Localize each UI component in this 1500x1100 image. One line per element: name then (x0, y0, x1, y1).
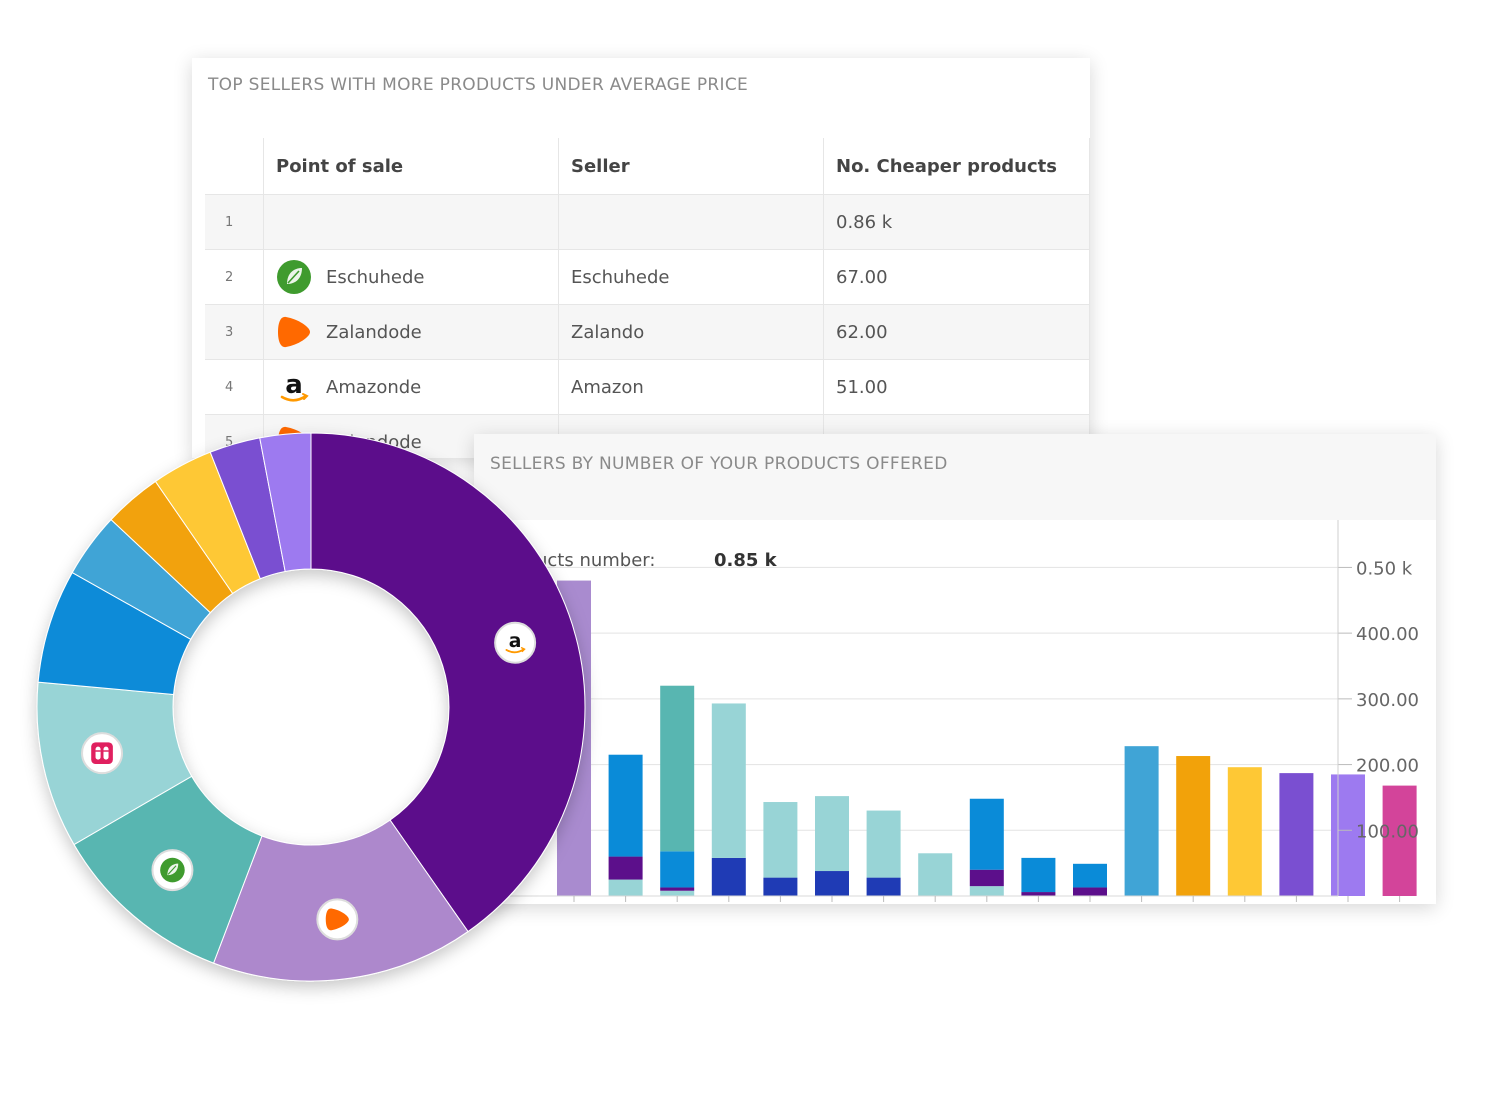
bar-segment[interactable] (763, 877, 798, 896)
bar-segment[interactable] (763, 802, 798, 878)
amazon-icon: a (494, 621, 537, 664)
y-tick-label: 200.00 (1356, 756, 1419, 777)
bar-segment[interactable] (660, 887, 695, 891)
zalando-icon (276, 314, 312, 350)
row-index: 2 (205, 249, 264, 305)
table-row[interactable]: 2 Eschuhede Eschuhede 67.00 (205, 249, 1090, 305)
point-of-sale-cell: a Amazonde (263, 359, 559, 415)
sandals-icon (81, 732, 124, 775)
y-tick-label: 0.50 k (1356, 558, 1413, 579)
bar-segment[interactable] (711, 857, 746, 896)
seller-column-header[interactable]: Seller (558, 138, 824, 195)
bar-segment[interactable] (815, 871, 849, 896)
bar-segment[interactable] (815, 796, 849, 872)
bar-segment[interactable] (1176, 756, 1211, 896)
summary-value: 0.85 k (714, 550, 778, 571)
point-of-sale-name: Eschuhede (326, 266, 425, 288)
bar-segment[interactable] (711, 703, 746, 858)
bar-segment[interactable] (660, 685, 695, 852)
sellers-donut-chart: a (36, 432, 586, 982)
svg-text:a: a (509, 631, 522, 652)
leaf-icon (276, 259, 312, 295)
bar-segment[interactable] (1073, 887, 1107, 896)
bar-segment[interactable] (866, 877, 901, 896)
cheaper-products-cell: 67.00 (823, 249, 1090, 305)
table-header-row: Point of sale Seller No. Cheaper product… (205, 138, 1090, 195)
donut-slice[interactable] (259, 432, 312, 573)
bar-segment[interactable] (608, 856, 643, 880)
cheaper-products-cell: 51.00 (823, 359, 1090, 415)
point-of-sale-cell: Zalandode (263, 304, 559, 360)
point-of-sale-name: Zalandode (326, 321, 422, 343)
table-row[interactable]: 1 0.86 k (205, 194, 1090, 250)
row-index: 1 (205, 194, 264, 250)
cheaper-products-cell: 0.86 k (823, 194, 1090, 250)
point-of-sale-cell: Eschuhede (263, 249, 559, 305)
seller-cell: Amazon (558, 359, 824, 415)
seller-cell (558, 194, 824, 250)
bar-segment[interactable] (866, 810, 901, 878)
table-row[interactable]: 3 Zalandode Zalando 62.00 (205, 304, 1090, 360)
amazon-icon: a (276, 369, 312, 405)
top-sellers-card: TOP SELLERS WITH MORE PRODUCTS UNDER AVE… (192, 58, 1090, 458)
bar-segment[interactable] (608, 879, 643, 896)
leaf-icon (151, 849, 194, 892)
bar-segment[interactable] (1124, 746, 1159, 896)
y-tick-label: 400.00 (1356, 624, 1419, 645)
bar-segment[interactable] (1021, 892, 1056, 896)
table-row[interactable]: 4 a Amazonde Amazon 51.00 (205, 359, 1090, 415)
bar-segment[interactable] (969, 886, 1004, 896)
y-tick-label: 300.00 (1356, 690, 1419, 711)
bar-segment[interactable] (969, 798, 1004, 870)
point-of-sale-cell (263, 194, 559, 250)
row-index: 3 (205, 304, 264, 360)
bar-segment[interactable] (1021, 857, 1056, 893)
bar-segment[interactable] (1279, 773, 1314, 896)
zalando-icon (316, 898, 359, 941)
seller-cell: Eschuhede (558, 249, 824, 305)
bar-segment[interactable] (1331, 774, 1365, 896)
point-of-sale-column-header[interactable]: Point of sale (263, 138, 559, 195)
donut-slice[interactable] (310, 432, 586, 933)
index-column-header (205, 138, 264, 195)
seller-cell: Zalando (558, 304, 824, 360)
chart-header-band (474, 434, 1436, 520)
bar-segment[interactable] (660, 890, 695, 896)
bar-segment[interactable] (660, 851, 695, 888)
bar-segment[interactable] (1227, 767, 1262, 896)
bar-segment[interactable] (608, 754, 643, 857)
point-of-sale-name: Amazonde (326, 376, 422, 398)
cheaper-products-cell: 62.00 (823, 304, 1090, 360)
bar-segment[interactable] (1382, 785, 1417, 896)
top-sellers-title: TOP SELLERS WITH MORE PRODUCTS UNDER AVE… (208, 75, 749, 95)
sellers-bar-chart: Products number: 0.85 k 100.00200.00300.… (474, 434, 1436, 902)
cheaper-products-column-header[interactable]: No. Cheaper products (823, 138, 1090, 195)
svg-text:a: a (285, 370, 303, 400)
y-tick-label: 100.00 (1356, 821, 1419, 842)
bar-segment[interactable] (1073, 863, 1107, 888)
bar-segment[interactable] (918, 853, 953, 896)
sellers-by-products-card: Products number: 0.85 k 100.00 200.00 300.… (474, 434, 1436, 904)
sellers-by-products-title: SELLERS BY NUMBER OF YOUR PRODUCTS OFFER… (490, 454, 948, 474)
bar-segment[interactable] (969, 869, 1004, 887)
row-index: 4 (205, 359, 264, 415)
